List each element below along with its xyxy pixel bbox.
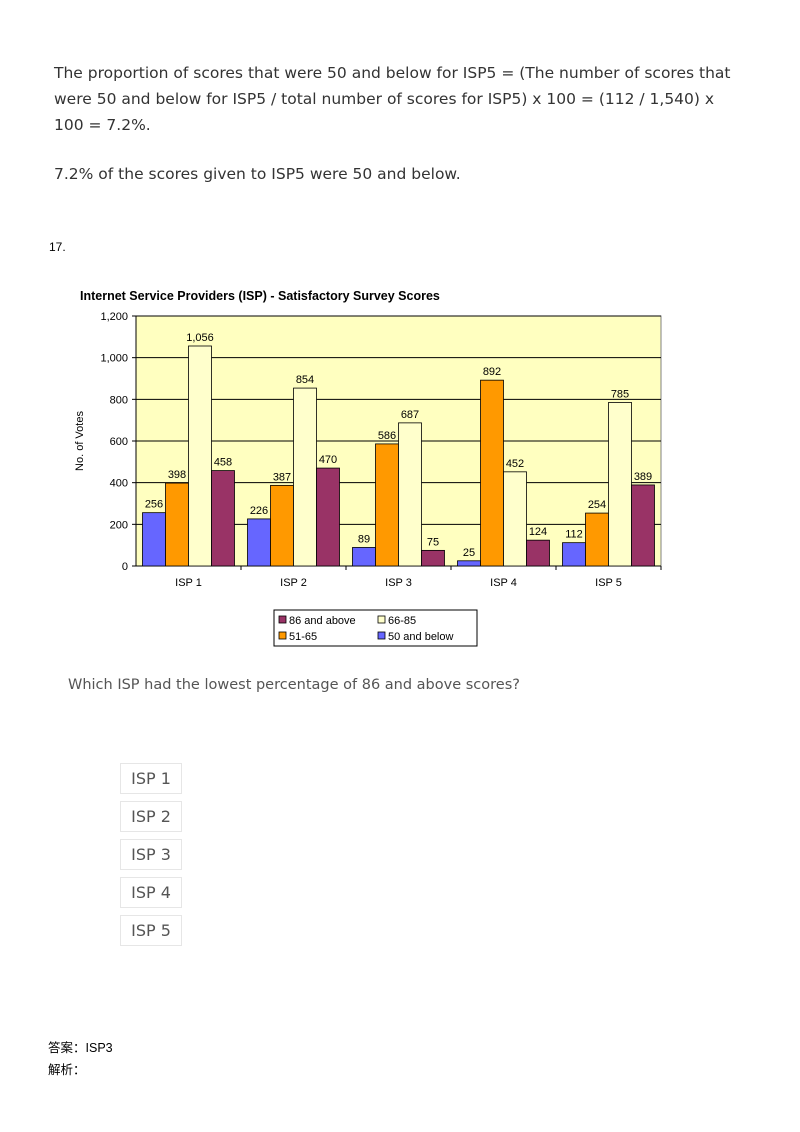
answer-label: 答案： <box>48 1041 86 1055</box>
data-label: 124 <box>529 526 547 538</box>
data-label: 398 <box>168 469 186 481</box>
question-number: 17. <box>49 240 66 254</box>
y-tick-label: 800 <box>110 394 128 406</box>
data-label: 892 <box>483 366 501 378</box>
data-label: 389 <box>634 471 652 483</box>
y-tick-label: 1,200 <box>100 311 128 323</box>
explanation-paragraph: The proportion of scores that were 50 an… <box>54 64 731 134</box>
data-label: 112 <box>565 529 583 541</box>
data-label: 1,056 <box>186 332 214 344</box>
data-label: 854 <box>296 374 314 386</box>
data-label: 75 <box>427 536 439 548</box>
bar-86-and-above <box>421 549 445 567</box>
x-tick-label: ISP 2 <box>280 577 307 589</box>
x-tick-label: ISP 3 <box>385 577 412 589</box>
bar-51-65 <box>585 512 609 567</box>
bar-66-85 <box>608 402 632 567</box>
bar-66-85 <box>503 471 527 567</box>
answer-section: 答案：ISP3 解析： <box>48 1037 113 1081</box>
bar-86-and-above <box>631 484 655 567</box>
y-tick-label: 1,000 <box>100 353 128 365</box>
y-tick-label: 600 <box>110 436 128 448</box>
option-isp-2[interactable]: ISP 2 <box>120 801 182 832</box>
option-isp-1[interactable]: ISP 1 <box>120 763 182 794</box>
explanation-conclusion: 7.2% of the scores given to ISP5 were 50… <box>54 165 461 183</box>
data-label: 254 <box>588 499 606 511</box>
analysis-label: 解析： <box>48 1063 86 1077</box>
y-axis-label: No. of Votes <box>74 411 86 471</box>
survey-bar-chart: Internet Service Providers (ISP) - Satis… <box>74 289 662 647</box>
legend-box <box>273 609 478 647</box>
option-isp-3[interactable]: ISP 3 <box>120 839 182 870</box>
legend-swatch <box>278 615 287 624</box>
bar-50-and-below <box>247 518 271 567</box>
legend-label: 86 and above <box>289 615 356 627</box>
x-tick-label: ISP 1 <box>175 577 202 589</box>
bar-51-65 <box>270 484 294 567</box>
legend-label: 51-65 <box>289 631 317 643</box>
data-label: 687 <box>401 409 419 421</box>
bar-51-65 <box>165 482 189 567</box>
bar-66-85 <box>398 422 422 567</box>
legend-swatch <box>278 631 287 640</box>
bar-86-and-above <box>526 539 550 567</box>
y-tick-label: 0 <box>122 561 128 573</box>
bar-50-and-below <box>457 560 481 567</box>
x-tick-label: ISP 5 <box>595 577 622 589</box>
legend-swatch <box>377 631 386 640</box>
data-label: 785 <box>611 388 629 400</box>
bar-86-and-above <box>316 467 340 567</box>
bar-51-65 <box>375 443 399 567</box>
data-label: 89 <box>358 533 370 545</box>
bar-86-and-above <box>211 470 235 567</box>
bar-66-85 <box>188 345 212 567</box>
data-label: 458 <box>214 457 232 469</box>
data-label: 470 <box>319 454 337 466</box>
bar-51-65 <box>480 379 504 567</box>
bar-50-and-below <box>352 547 376 567</box>
bar-50-and-below <box>562 542 586 567</box>
y-tick-label: 400 <box>110 478 128 490</box>
data-label: 452 <box>506 458 524 470</box>
answer-options: ISP 1 ISP 2 ISP 3 ISP 4 ISP 5 <box>120 763 182 953</box>
x-tick-label: ISP 4 <box>490 577 517 589</box>
y-tick-label: 200 <box>110 519 128 531</box>
data-label: 25 <box>463 547 475 559</box>
answer-value: ISP3 <box>85 1041 113 1055</box>
bar-66-85 <box>293 387 317 567</box>
legend-label: 66-85 <box>388 615 416 627</box>
option-isp-5[interactable]: ISP 5 <box>120 915 182 946</box>
option-isp-4[interactable]: ISP 4 <box>120 877 182 908</box>
legend-swatch <box>377 615 386 624</box>
data-label: 387 <box>273 471 291 483</box>
legend-label: 50 and below <box>388 631 453 643</box>
data-label: 586 <box>378 430 396 442</box>
data-label: 256 <box>145 499 163 511</box>
chart-title: Internet Service Providers (ISP) - Satis… <box>80 289 440 303</box>
bar-50-and-below <box>142 512 166 567</box>
answer-line: 答案：ISP3 <box>48 1037 113 1059</box>
data-label: 226 <box>250 505 268 517</box>
question-text: Which ISP had the lowest percentage of 8… <box>68 677 520 693</box>
